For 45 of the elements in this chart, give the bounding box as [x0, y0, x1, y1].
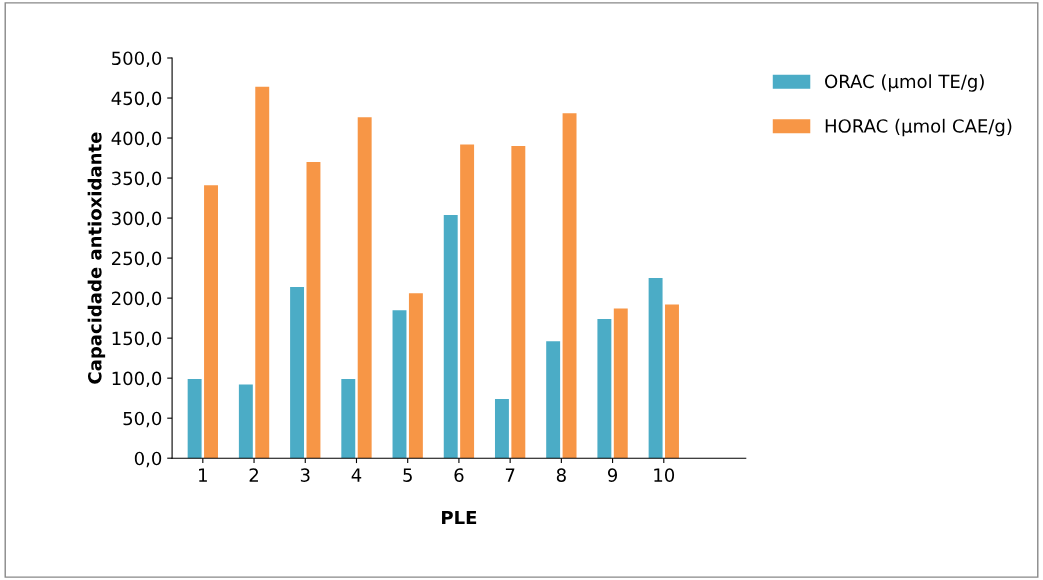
bar	[187, 378, 202, 459]
y-tick-label: 200,0	[112, 291, 162, 308]
y-tick-label: 250,0	[112, 251, 162, 268]
bar	[255, 86, 270, 459]
y-axis-title: Capacidade antioxidante	[87, 132, 106, 384]
y-tick-label: 450,0	[111, 91, 162, 107]
bar	[290, 286, 305, 459]
x-tick-label: 8	[556, 468, 566, 482]
bar	[648, 278, 663, 459]
bar	[204, 185, 218, 459]
x-axis-title: PLE	[442, 510, 477, 525]
y-tick-label: 300,0	[112, 211, 162, 228]
bar	[546, 341, 561, 459]
bar	[357, 117, 372, 459]
y-tick-label: 500,0	[112, 51, 162, 67]
bar	[408, 293, 423, 459]
y-tick-label: 350,0	[112, 171, 162, 188]
bar	[562, 113, 577, 459]
legend-label: ORAC (µmol TE/g)	[825, 74, 984, 92]
bar	[443, 214, 458, 459]
bar	[511, 146, 526, 459]
bar	[392, 310, 407, 459]
y-tick-label: 150,0	[112, 331, 162, 348]
bar	[306, 162, 321, 459]
bar	[238, 384, 253, 459]
bar	[665, 304, 679, 459]
y-tick-label: 50,0	[123, 411, 162, 428]
x-tick-label: 10	[654, 468, 675, 482]
x-tick-label: 6	[454, 468, 464, 482]
legend-label: HORAC (µmol CAE/g)	[825, 118, 1012, 137]
bar	[613, 308, 628, 459]
bar	[341, 378, 356, 459]
bar	[494, 398, 509, 459]
y-tick-label: 100,0	[112, 371, 162, 388]
x-tick-label: 1	[199, 468, 207, 482]
x-tick-label: 4	[351, 468, 362, 482]
x-tick-label: 2	[249, 468, 258, 482]
y-tick-label: 0,0	[134, 451, 162, 468]
x-tick-label: 3	[300, 468, 310, 482]
x-tick-label: 9	[607, 468, 618, 482]
bar	[460, 144, 475, 459]
x-tick-label: 5	[403, 468, 412, 482]
y-tick-label: 400,0	[111, 131, 162, 147]
bar	[597, 318, 612, 459]
x-tick-label: 7	[505, 468, 515, 482]
